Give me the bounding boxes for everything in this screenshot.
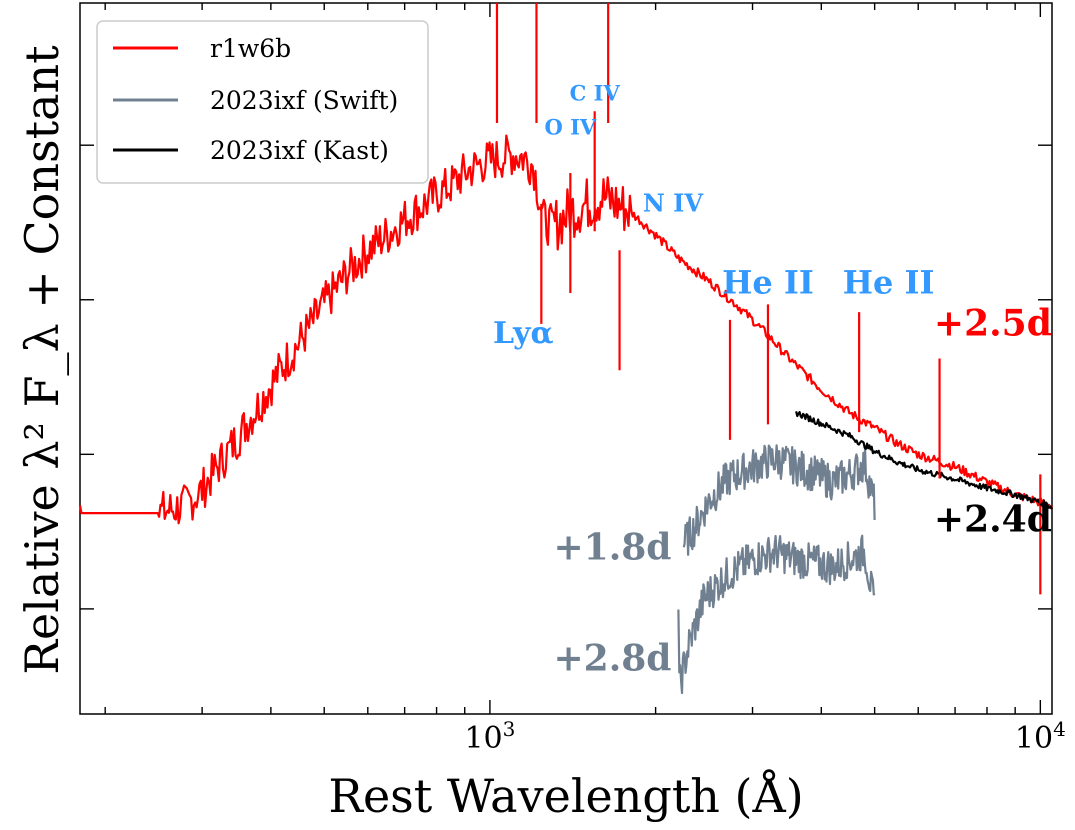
legend-box	[96, 20, 429, 184]
legend-label-r1w6b: r1w6b	[210, 34, 291, 63]
line-label: N IV	[643, 189, 704, 218]
y-axis-label: Relative λ² F_λ + Constant	[15, 45, 69, 675]
line-label: He II	[722, 264, 814, 302]
series-line-0	[78, 134, 1053, 525]
line-label: Lyα	[493, 316, 554, 351]
line-label: O IV	[544, 114, 596, 139]
epoch-label: +2.8d	[554, 638, 672, 680]
legend-label-swift: 2023ixf (Swift)	[210, 86, 398, 115]
epoch-label: +1.8d	[554, 526, 672, 568]
epoch-label: +2.5d	[934, 302, 1052, 344]
legend-label-kast: 2023ixf (Kast)	[210, 136, 389, 165]
series-line-3	[795, 411, 1053, 510]
epoch-label: +2.4d	[934, 499, 1052, 541]
series-layer	[78, 3, 1053, 695]
annotation-layer: C IV O IV N IV He II He II Lyα +2.5d +2.4d +1.8d…	[493, 80, 1052, 679]
plot-area	[79, 2, 1053, 715]
line-label: C IV	[570, 80, 621, 105]
x-tick-label: 104	[1015, 717, 1066, 756]
series-line-2	[677, 534, 876, 695]
line-label: He II	[843, 264, 935, 302]
x-tick-label: 103	[464, 717, 515, 756]
series-line-1	[682, 444, 876, 556]
x-axis-label: Rest Wavelength (Å)	[328, 768, 803, 823]
legend: r1w6b 2023ixf (Swift) 2023ixf (Kast)	[96, 20, 429, 184]
plot-frame	[79, 2, 1053, 715]
tick-layer: 103 104	[80, 3, 1066, 756]
